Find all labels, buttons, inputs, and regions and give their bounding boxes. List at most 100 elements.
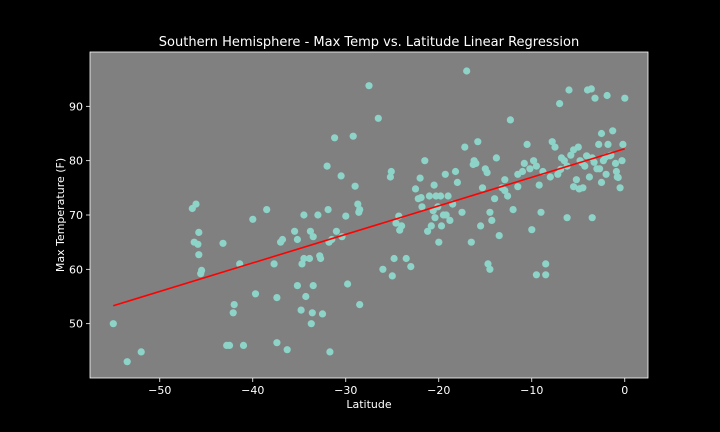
- data-point-173: [575, 185, 583, 193]
- data-point-187: [486, 265, 494, 273]
- data-point-140: [574, 143, 582, 151]
- data-point-96: [458, 208, 466, 216]
- data-point-45: [324, 206, 332, 214]
- data-point-160: [619, 140, 627, 148]
- data-point-163: [542, 271, 550, 279]
- data-point-184: [417, 194, 425, 202]
- data-point-78: [424, 227, 432, 235]
- data-point-40: [314, 211, 322, 219]
- x-tick-label: 0: [621, 384, 628, 397]
- data-point-19: [251, 290, 260, 298]
- data-point-123: [532, 162, 541, 170]
- data-point-183: [501, 187, 509, 195]
- data-point-63: [379, 265, 387, 273]
- data-point-56: [351, 182, 359, 190]
- data-point-67: [392, 219, 400, 227]
- axes: −50 −40 −30 −20 −10 0 50 60 70 80 90: [69, 51, 649, 397]
- data-point-43: [318, 310, 327, 318]
- data-point-17: [239, 341, 248, 349]
- data-point-98: [463, 67, 471, 75]
- data-point-79: [425, 192, 433, 200]
- data-point-51: [337, 172, 345, 180]
- data-point-13: [225, 341, 234, 349]
- data-point-34: [305, 254, 314, 263]
- data-point-115: [509, 206, 517, 214]
- data-point-47: [326, 348, 334, 356]
- data-point-188: [387, 167, 395, 176]
- x-axis-label: Latitude: [346, 398, 392, 411]
- data-point-72: [407, 263, 415, 271]
- data-point-181: [483, 169, 491, 177]
- data-point-120: [526, 165, 534, 173]
- data-point-10: [195, 251, 203, 259]
- data-point-35: [306, 227, 314, 235]
- data-point-38: [309, 282, 317, 290]
- data-point-77: [421, 157, 429, 165]
- data-point-37: [308, 309, 316, 317]
- data-point-53: [342, 212, 350, 220]
- data-point-103: [477, 222, 485, 230]
- data-point-90: [442, 211, 450, 219]
- x-tick-label: −10: [520, 384, 543, 397]
- data-point-86: [437, 192, 445, 200]
- data-point-153: [604, 140, 612, 148]
- data-point-44: [323, 162, 331, 170]
- data-point-159: [618, 157, 626, 165]
- data-point-124: [535, 181, 543, 189]
- data-point-158: [616, 184, 624, 192]
- data-point-49: [331, 134, 339, 142]
- data-point-152: [602, 170, 610, 178]
- data-point-95: [453, 178, 461, 186]
- data-point-137: [567, 151, 575, 159]
- data-point-110: [495, 232, 503, 240]
- data-point-172: [612, 167, 621, 176]
- data-point-105: [484, 260, 492, 268]
- y-tick-label: 60: [69, 263, 83, 276]
- data-point-61: [365, 82, 373, 90]
- data-point-127: [542, 260, 550, 268]
- data-point-76: [418, 203, 426, 211]
- data-point-1: [123, 358, 131, 366]
- data-point-28: [293, 235, 301, 244]
- data-point-65: [388, 272, 396, 280]
- data-point-128: [546, 173, 554, 181]
- data-point-165: [588, 214, 596, 222]
- data-point-155: [609, 127, 617, 135]
- data-point-106: [486, 208, 494, 216]
- data-point-89: [441, 170, 449, 178]
- data-point-129: [548, 138, 556, 146]
- regression-line-group: [113, 147, 625, 307]
- data-point-145: [585, 173, 594, 181]
- data-point-80: [427, 222, 435, 230]
- x-tick-label: −40: [241, 384, 264, 397]
- data-point-2: [137, 348, 145, 356]
- data-point-94: [451, 167, 460, 176]
- data-point-14: [230, 301, 238, 309]
- data-point-136: [565, 86, 573, 94]
- data-point-178: [614, 173, 622, 182]
- data-point-74: [416, 174, 424, 182]
- data-point-176: [590, 158, 598, 166]
- data-point-102: [474, 138, 482, 146]
- data-point-130: [551, 143, 559, 151]
- data-point-21: [270, 260, 278, 268]
- data-point-180: [514, 170, 522, 178]
- data-point-18: [249, 215, 257, 223]
- data-point-70: [398, 222, 406, 230]
- data-point-64: [386, 173, 394, 181]
- data-point-36: [307, 320, 315, 328]
- x-tick-label: −20: [427, 384, 450, 397]
- data-point-33: [302, 292, 310, 301]
- data-point-118: [520, 159, 528, 167]
- data-point-87: [437, 222, 446, 230]
- data-point-29: [297, 306, 305, 314]
- data-point-134: [560, 157, 568, 165]
- data-point-167: [603, 91, 611, 100]
- data-point-50: [332, 227, 340, 235]
- data-point-71: [402, 254, 410, 263]
- chart-title: Southern Hemisphere - Max Temp vs. Latit…: [159, 35, 579, 50]
- x-tick-label: −50: [148, 384, 171, 397]
- data-point-139: [572, 176, 581, 184]
- data-point-11: [219, 239, 227, 247]
- data-point-92: [446, 216, 454, 224]
